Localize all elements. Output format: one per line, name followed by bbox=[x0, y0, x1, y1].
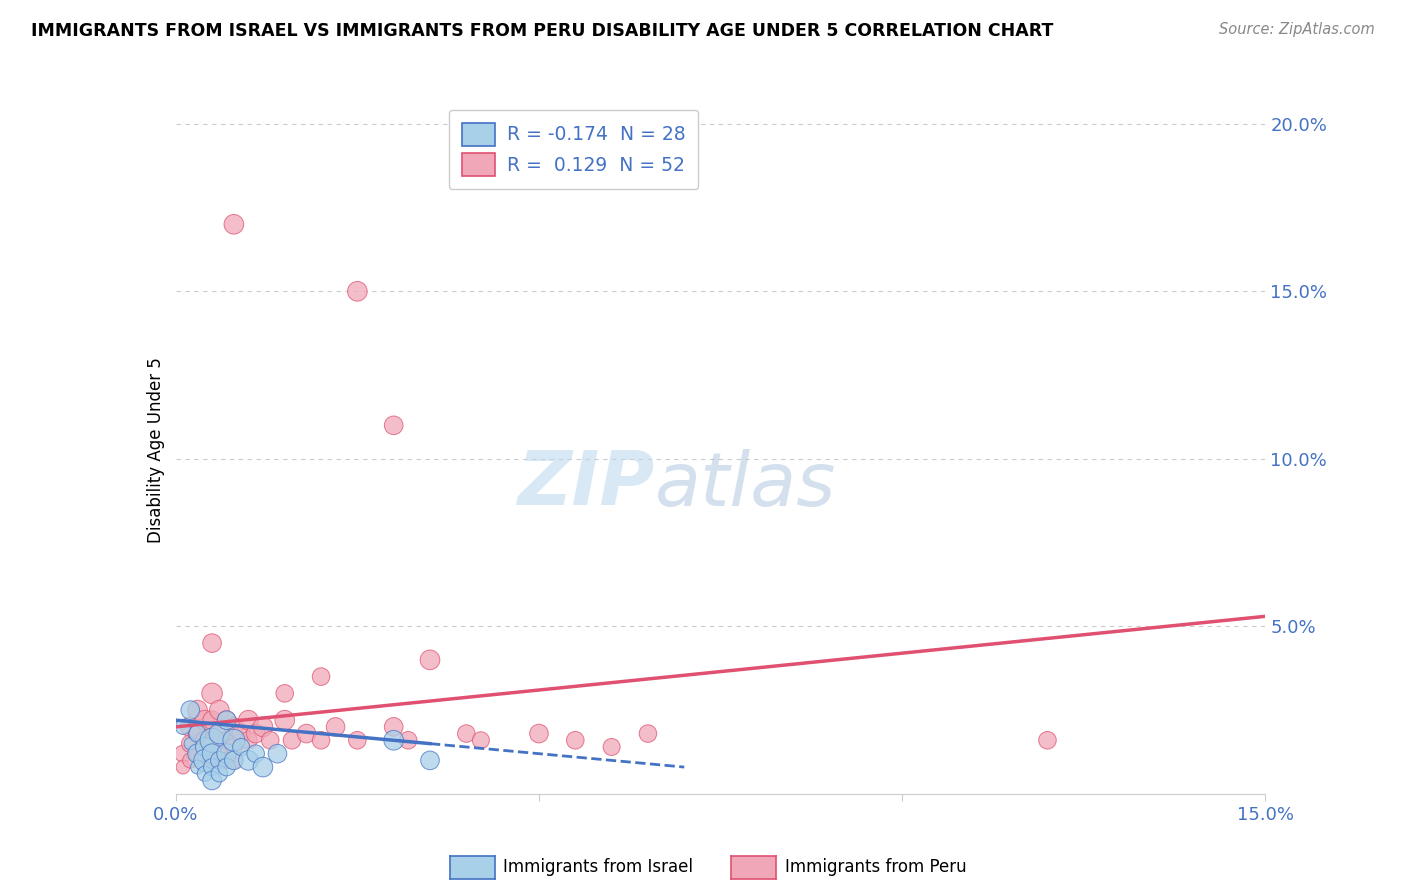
Point bbox=[215, 753, 238, 767]
Point bbox=[419, 753, 441, 767]
Point bbox=[252, 720, 274, 734]
Point bbox=[215, 713, 238, 727]
Point bbox=[222, 753, 245, 767]
Point bbox=[215, 760, 238, 774]
Point bbox=[194, 753, 217, 767]
Point bbox=[179, 720, 201, 734]
Point bbox=[194, 733, 217, 747]
Point bbox=[215, 733, 238, 747]
Point bbox=[637, 726, 659, 740]
Point bbox=[194, 739, 217, 754]
Point bbox=[186, 726, 209, 740]
Point bbox=[259, 733, 281, 747]
Point bbox=[231, 726, 253, 740]
Point bbox=[382, 720, 405, 734]
Point bbox=[186, 726, 209, 740]
Point bbox=[238, 753, 260, 767]
Point bbox=[172, 760, 194, 774]
Point bbox=[274, 686, 297, 700]
Point bbox=[281, 733, 304, 747]
Point bbox=[186, 747, 209, 761]
Point bbox=[215, 713, 238, 727]
Point bbox=[222, 217, 245, 231]
Point bbox=[201, 760, 224, 774]
Point bbox=[396, 733, 419, 747]
Point bbox=[231, 739, 253, 754]
Point bbox=[309, 733, 332, 747]
Point bbox=[201, 733, 224, 747]
Point bbox=[325, 720, 347, 734]
Point bbox=[382, 733, 405, 747]
Point bbox=[215, 747, 238, 761]
Point bbox=[266, 747, 288, 761]
Text: Source: ZipAtlas.com: Source: ZipAtlas.com bbox=[1219, 22, 1375, 37]
Point bbox=[201, 747, 224, 761]
Point bbox=[208, 747, 231, 761]
Point bbox=[186, 747, 209, 761]
Point bbox=[245, 747, 267, 761]
Point bbox=[179, 737, 201, 751]
Point bbox=[222, 733, 245, 747]
Point bbox=[346, 733, 368, 747]
Point bbox=[201, 753, 224, 767]
Point bbox=[201, 713, 224, 727]
Point bbox=[456, 726, 478, 740]
Point bbox=[172, 720, 194, 734]
Point bbox=[194, 766, 217, 780]
Text: Immigrants from Israel: Immigrants from Israel bbox=[503, 858, 693, 876]
Legend: R = -0.174  N = 28, R =  0.129  N = 52: R = -0.174 N = 28, R = 0.129 N = 52 bbox=[449, 110, 699, 189]
Point bbox=[222, 753, 245, 767]
Point bbox=[186, 760, 209, 774]
Point bbox=[179, 703, 201, 717]
Text: ZIP: ZIP bbox=[517, 449, 655, 521]
Point bbox=[208, 766, 231, 780]
Point bbox=[201, 773, 224, 788]
Point bbox=[208, 726, 231, 740]
Point bbox=[201, 733, 224, 747]
Point bbox=[419, 653, 441, 667]
Point bbox=[346, 285, 368, 299]
Point bbox=[201, 686, 224, 700]
Point bbox=[172, 747, 194, 761]
Point bbox=[1036, 733, 1059, 747]
Point bbox=[245, 726, 267, 740]
Point bbox=[564, 733, 586, 747]
Point bbox=[186, 703, 209, 717]
Point bbox=[238, 713, 260, 727]
Point bbox=[208, 753, 231, 767]
Point bbox=[600, 739, 623, 754]
Point bbox=[194, 753, 217, 767]
Text: atlas: atlas bbox=[655, 449, 837, 521]
Point bbox=[238, 733, 260, 747]
Point bbox=[295, 726, 318, 740]
Text: Immigrants from Peru: Immigrants from Peru bbox=[785, 858, 966, 876]
Point bbox=[382, 418, 405, 433]
Point bbox=[274, 713, 297, 727]
Point bbox=[208, 703, 231, 717]
Point bbox=[309, 670, 332, 684]
Point bbox=[179, 753, 201, 767]
Point bbox=[222, 739, 245, 754]
Point bbox=[252, 760, 274, 774]
Point bbox=[179, 737, 201, 751]
Text: IMMIGRANTS FROM ISRAEL VS IMMIGRANTS FROM PERU DISABILITY AGE UNDER 5 CORRELATIO: IMMIGRANTS FROM ISRAEL VS IMMIGRANTS FRO… bbox=[31, 22, 1053, 40]
Point bbox=[222, 720, 245, 734]
Point bbox=[201, 636, 224, 650]
Point bbox=[208, 726, 231, 740]
Point bbox=[470, 733, 492, 747]
Y-axis label: Disability Age Under 5: Disability Age Under 5 bbox=[146, 358, 165, 543]
Point bbox=[527, 726, 550, 740]
Point bbox=[194, 713, 217, 727]
